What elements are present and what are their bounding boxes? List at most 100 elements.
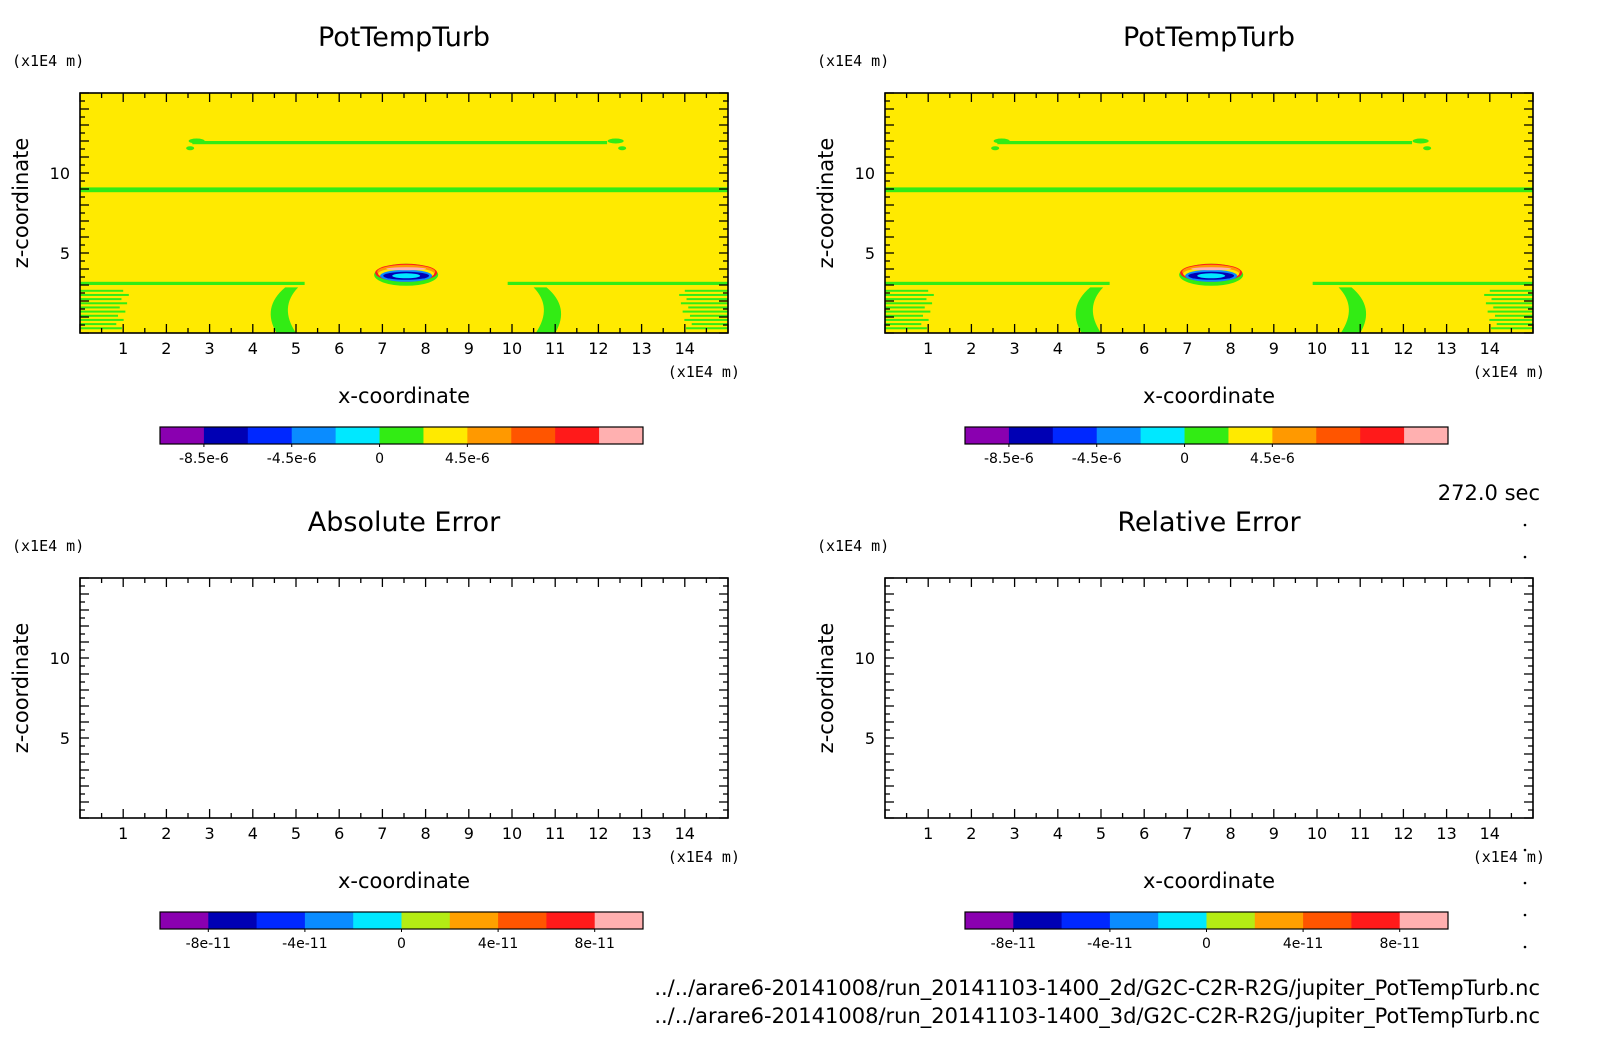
colorbar-swatch bbox=[1351, 912, 1401, 929]
x-tick-label: 8 bbox=[421, 824, 431, 843]
colorbar-swatch bbox=[247, 427, 293, 444]
y-tick-label: 10 bbox=[855, 649, 875, 668]
contour-plume bbox=[1075, 287, 1104, 333]
colorbar-swatch bbox=[965, 427, 1010, 444]
colorbar-swatch bbox=[1052, 427, 1098, 444]
colorbar-swatch bbox=[467, 427, 512, 444]
x-tick-label: 9 bbox=[464, 339, 474, 358]
stripe-left bbox=[885, 298, 927, 301]
chart-panel-3: Absolute Error(x1E4 m)(x1E4 m)1 2 3 4 5 6 7 8 9 1… bbox=[9, 507, 740, 952]
stripe-left bbox=[885, 314, 924, 317]
colorbar-label: 0 bbox=[375, 451, 384, 467]
chart-panel-2: PotTempTurb(x1E4 m)(x1E4 m)1 2 3 4 5 6 7 8 9 10 11… bbox=[814, 22, 1545, 467]
colorbar-swatch bbox=[256, 912, 306, 929]
x-axis-label: x-coordinate bbox=[338, 384, 470, 408]
x-tick-label: 10 bbox=[502, 824, 522, 843]
field-background bbox=[80, 93, 728, 333]
contour-band bbox=[507, 281, 728, 285]
x-tick-label: 4 bbox=[248, 824, 258, 843]
contour-patch bbox=[993, 138, 1010, 144]
stripe-left bbox=[80, 323, 117, 326]
margin-dot bbox=[1523, 848, 1527, 852]
stripe-right bbox=[679, 293, 728, 296]
colorbar-swatch bbox=[1096, 427, 1142, 444]
stripe-right bbox=[1485, 302, 1533, 305]
stripe-right bbox=[682, 310, 728, 313]
y-tick-label: 5 bbox=[60, 244, 70, 263]
colorbar-label: 4e-11 bbox=[478, 936, 518, 952]
stripe-left bbox=[80, 310, 126, 313]
stripe-left bbox=[80, 293, 129, 296]
colorbar-swatch bbox=[335, 427, 381, 444]
colorbar-swatch bbox=[1109, 912, 1159, 929]
x-tick-label: 10 bbox=[502, 339, 522, 358]
time-label: 272.0 sec bbox=[1438, 481, 1540, 505]
x-tick-label: 7 bbox=[1182, 339, 1192, 358]
x-axis-label: x-coordinate bbox=[338, 869, 470, 893]
x-tick-label: 5 bbox=[1096, 339, 1106, 358]
y-axis-label: z-coordinate bbox=[814, 623, 838, 754]
x-tick-label: 3 bbox=[1010, 824, 1020, 843]
x-tick-label: 2 bbox=[966, 339, 976, 358]
x-tick-label: 3 bbox=[1010, 339, 1020, 358]
contour-patch bbox=[1412, 138, 1429, 144]
contour-band bbox=[80, 281, 305, 285]
x-tick-label: 2 bbox=[161, 824, 171, 843]
stripe-left bbox=[80, 314, 119, 317]
stripe-left bbox=[80, 306, 120, 309]
x-tick-label: 11 bbox=[1350, 339, 1370, 358]
colorbar-swatch bbox=[379, 427, 424, 444]
x-axis-label: x-coordinate bbox=[1143, 869, 1275, 893]
stripe-right bbox=[1491, 298, 1533, 301]
colorbar-swatch bbox=[401, 912, 451, 929]
stripe-right bbox=[1487, 310, 1533, 313]
margin-dot bbox=[1523, 913, 1527, 917]
contour-band bbox=[80, 187, 728, 193]
x-axis-unit: (x1E4 m) bbox=[668, 363, 740, 381]
colorbar-swatch bbox=[1061, 912, 1111, 929]
chart-title: Relative Error bbox=[1117, 507, 1301, 538]
x-tick-label: 3 bbox=[205, 824, 215, 843]
contour-patch bbox=[607, 138, 624, 144]
stripe-right bbox=[1493, 306, 1533, 309]
chart-panel-4: Relative Error(x1E4 m)(x1E4 m)1 2 3 4 5 6 7 8 9 1… bbox=[814, 507, 1545, 952]
y-tick-label: 5 bbox=[60, 729, 70, 748]
margin-dot bbox=[1523, 555, 1527, 559]
field-layer bbox=[885, 578, 1533, 818]
stripe-left bbox=[885, 289, 929, 292]
y-tick-label: 5 bbox=[865, 729, 875, 748]
x-tick-label: 11 bbox=[545, 824, 565, 843]
x-tick-label: 2 bbox=[966, 824, 976, 843]
field-background bbox=[80, 578, 728, 818]
colorbar-swatch bbox=[449, 912, 499, 929]
x-tick-label: 13 bbox=[631, 824, 651, 843]
stripe-right bbox=[686, 298, 728, 301]
contour-patch bbox=[1423, 146, 1432, 151]
colorbar-label: -4.5e-6 bbox=[267, 451, 317, 467]
x-tick-label: 10 bbox=[1307, 824, 1327, 843]
x-tick-label: 7 bbox=[1182, 824, 1192, 843]
x-tick-label: 5 bbox=[291, 339, 301, 358]
x-axis-unit: (x1E4 m) bbox=[1473, 848, 1545, 866]
y-tick-label: 10 bbox=[855, 164, 875, 183]
stripe-right bbox=[684, 318, 728, 321]
x-tick-label: 6 bbox=[1139, 824, 1149, 843]
stripe-left bbox=[80, 302, 128, 305]
colorbar-swatch bbox=[1008, 427, 1054, 444]
colorbar-label: 0 bbox=[397, 936, 406, 952]
stripe-right bbox=[691, 323, 728, 326]
x-tick-label: 5 bbox=[1096, 824, 1106, 843]
contour-band bbox=[885, 281, 1110, 285]
chart-panel-1: PotTempTurb(x1E4 m)(x1E4 m)1 2 3 4 5 6 7 8 9 10 11… bbox=[9, 22, 740, 467]
contour-band bbox=[1312, 281, 1533, 285]
anomaly-contour bbox=[392, 273, 421, 279]
contour-patch bbox=[991, 146, 1000, 151]
contour-plume bbox=[270, 287, 299, 333]
stripe-right bbox=[1484, 293, 1533, 296]
colorbar-label: -8e-11 bbox=[186, 936, 231, 952]
colorbar-swatch bbox=[1184, 427, 1229, 444]
contour-plume bbox=[1338, 287, 1367, 333]
colorbar-swatch bbox=[965, 912, 1014, 929]
x-tick-label: 6 bbox=[1139, 339, 1149, 358]
contour-band bbox=[997, 141, 1413, 145]
